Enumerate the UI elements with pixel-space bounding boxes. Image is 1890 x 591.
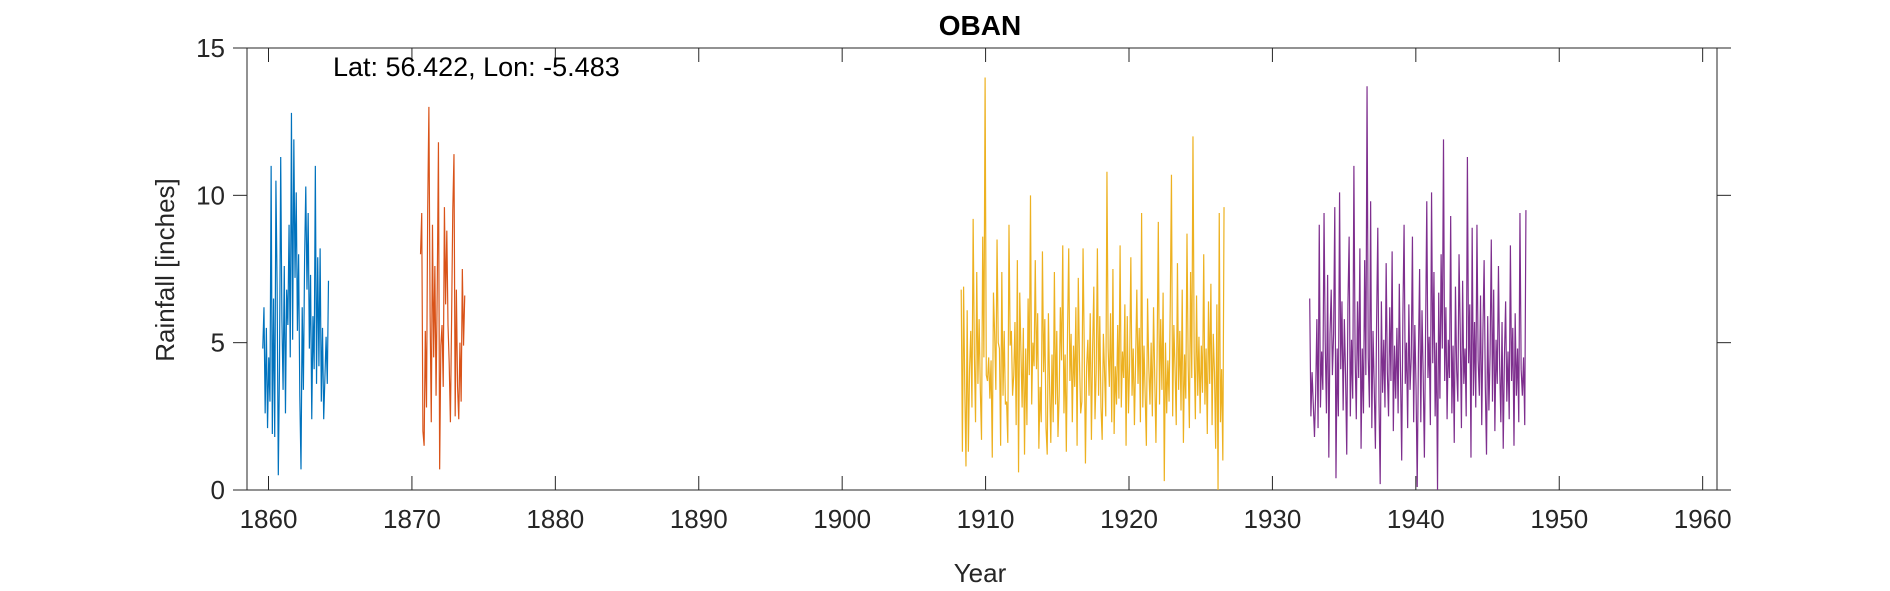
x-axis-label: Year bbox=[954, 558, 1007, 588]
series-line-3 bbox=[960, 77, 1225, 491]
location-annotation: Lat: 56.422, Lon: -5.483 bbox=[333, 52, 620, 82]
series-line-1 bbox=[262, 112, 330, 476]
chart-title: OBAN bbox=[939, 10, 1021, 41]
x-tick-label: 1940 bbox=[1387, 504, 1445, 534]
x-tick-label: 1910 bbox=[957, 504, 1015, 534]
x-tick-label: 1880 bbox=[526, 504, 584, 534]
x-tick-label: 1950 bbox=[1530, 504, 1588, 534]
y-axis-label: Rainfall [inches] bbox=[150, 178, 180, 362]
x-tick-label: 1890 bbox=[670, 504, 728, 534]
ticks-layer: 1860 1870 1880 1890 1900 1910 1920 1930 1940 1950… bbox=[196, 33, 1732, 534]
x-tick-label: 1930 bbox=[1243, 504, 1301, 534]
y-tick-label: 15 bbox=[196, 33, 225, 63]
y-tick-label: 5 bbox=[211, 328, 225, 358]
series-line-4 bbox=[1309, 86, 1527, 491]
y-tick-label: 10 bbox=[196, 180, 225, 210]
x-tick-label: 1900 bbox=[813, 504, 871, 534]
x-tick-label: 1960 bbox=[1674, 504, 1732, 534]
y-tick-label: 0 bbox=[211, 475, 225, 505]
series-layer bbox=[262, 77, 1527, 491]
series-line-2 bbox=[419, 106, 466, 470]
x-tick-label: 1920 bbox=[1100, 504, 1158, 534]
x-tick-label: 1870 bbox=[383, 504, 441, 534]
x-tick-label: 1860 bbox=[240, 504, 298, 534]
